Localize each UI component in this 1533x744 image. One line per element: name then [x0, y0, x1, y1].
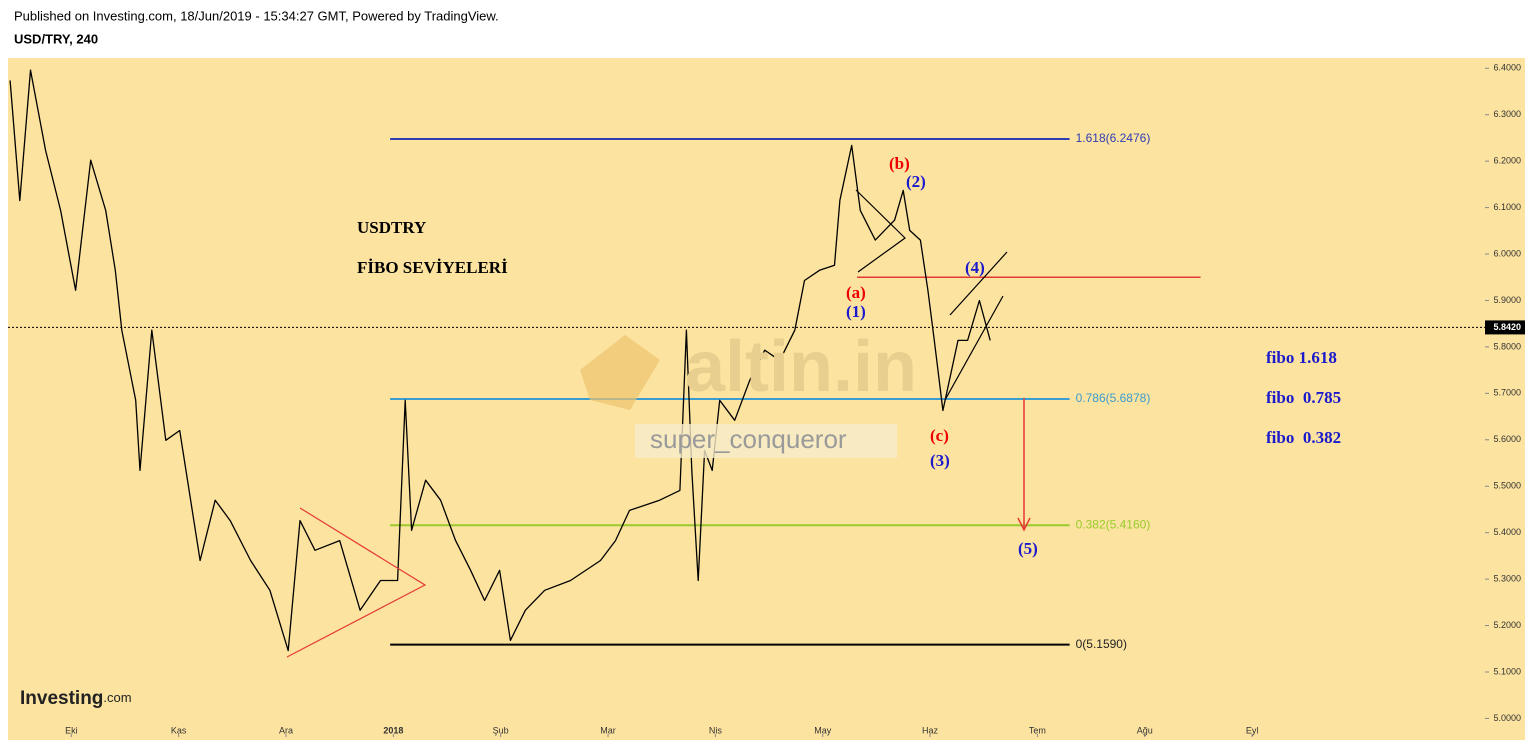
y-tick-label: 5.1000: [1493, 666, 1521, 676]
x-tick-label: Tem: [1029, 725, 1046, 735]
wave-label: (3): [930, 451, 950, 470]
y-tick-label: 5.2000: [1493, 620, 1521, 630]
y-tick-label: 6.2000: [1493, 156, 1521, 166]
fibo-level-label: 0.786(5.6878): [1076, 391, 1151, 405]
y-tick-label: 6.1000: [1493, 202, 1521, 212]
brand-name: Investing: [20, 688, 103, 709]
y-tick-label: 5.5000: [1493, 481, 1521, 491]
wave-label: (b): [889, 154, 910, 173]
annotation-subtitle: FİBO SEVİYELERİ: [357, 258, 508, 277]
target-arrow: [1017, 398, 1031, 532]
y-tick-label: 5.3000: [1493, 573, 1521, 583]
x-tick-label: May: [814, 725, 832, 735]
wave-label: (5): [1018, 539, 1038, 558]
y-tick-label: 6.3000: [1493, 109, 1521, 119]
y-tick-label: 5.4000: [1493, 527, 1521, 537]
wave-label: (2): [906, 172, 926, 191]
published-line: Published on Investing.com, 18/Jun/2019 …: [14, 8, 499, 23]
brand: Investing.com: [20, 688, 132, 709]
triangle-left: [286, 507, 427, 658]
price-line: [9, 69, 991, 652]
wedge-lines: [944, 251, 1008, 401]
brand-suffix: .com: [103, 690, 131, 705]
x-tick-label: Eyl: [1246, 725, 1259, 735]
wave-label: (1): [846, 302, 866, 321]
wave-label: (a): [846, 283, 866, 302]
symbol: USD/TRY, 240: [14, 31, 98, 46]
watermark-icon: [580, 335, 660, 410]
y-tick-label: 5.7000: [1493, 388, 1521, 398]
wave-label: (4): [965, 258, 985, 277]
x-tick-label: Kas: [171, 725, 187, 735]
watermark-logo: altin.in: [685, 327, 917, 407]
watermark-box: [635, 424, 897, 458]
y-tick-label: 5.6000: [1493, 434, 1521, 444]
last-price-box: [1485, 320, 1525, 335]
fibo-level-label: 0(5.1590): [1076, 637, 1127, 651]
fibo-level-label: 0.382(5.4160): [1076, 517, 1151, 531]
x-tick-label: Şub: [493, 725, 509, 735]
x-tick-label: Haz: [922, 725, 939, 735]
x-tick-label: Ara: [279, 725, 293, 735]
y-tick-label: 6.0000: [1493, 248, 1521, 258]
fibo-note: fibo 0.785: [1266, 388, 1341, 407]
y-tick-label: 5.0000: [1493, 713, 1521, 723]
fibo-note: fibo 1.618: [1266, 348, 1337, 367]
watermark-user: super_conqueror: [650, 424, 847, 454]
x-tick-label: Nis: [709, 725, 722, 735]
y-tick-label: 5.8000: [1493, 341, 1521, 351]
fibo-level-label: 1.618(6.2476): [1076, 131, 1151, 145]
x-tick-label: Mar: [600, 725, 616, 735]
x-tick-label: 2018: [383, 725, 403, 735]
fibo-note: fibo 0.382: [1266, 428, 1341, 447]
x-tick-label: Eki: [65, 725, 78, 735]
x-tick-label: Ağu: [1137, 725, 1153, 735]
annotation-title: USDTRY: [357, 218, 426, 237]
wave-label: (c): [930, 426, 949, 445]
triangle-right: [855, 189, 906, 273]
last-price-label: 5.8420: [1493, 322, 1521, 332]
y-tick-label: 6.4000: [1493, 63, 1521, 73]
y-tick-label: 5.9000: [1493, 295, 1521, 305]
